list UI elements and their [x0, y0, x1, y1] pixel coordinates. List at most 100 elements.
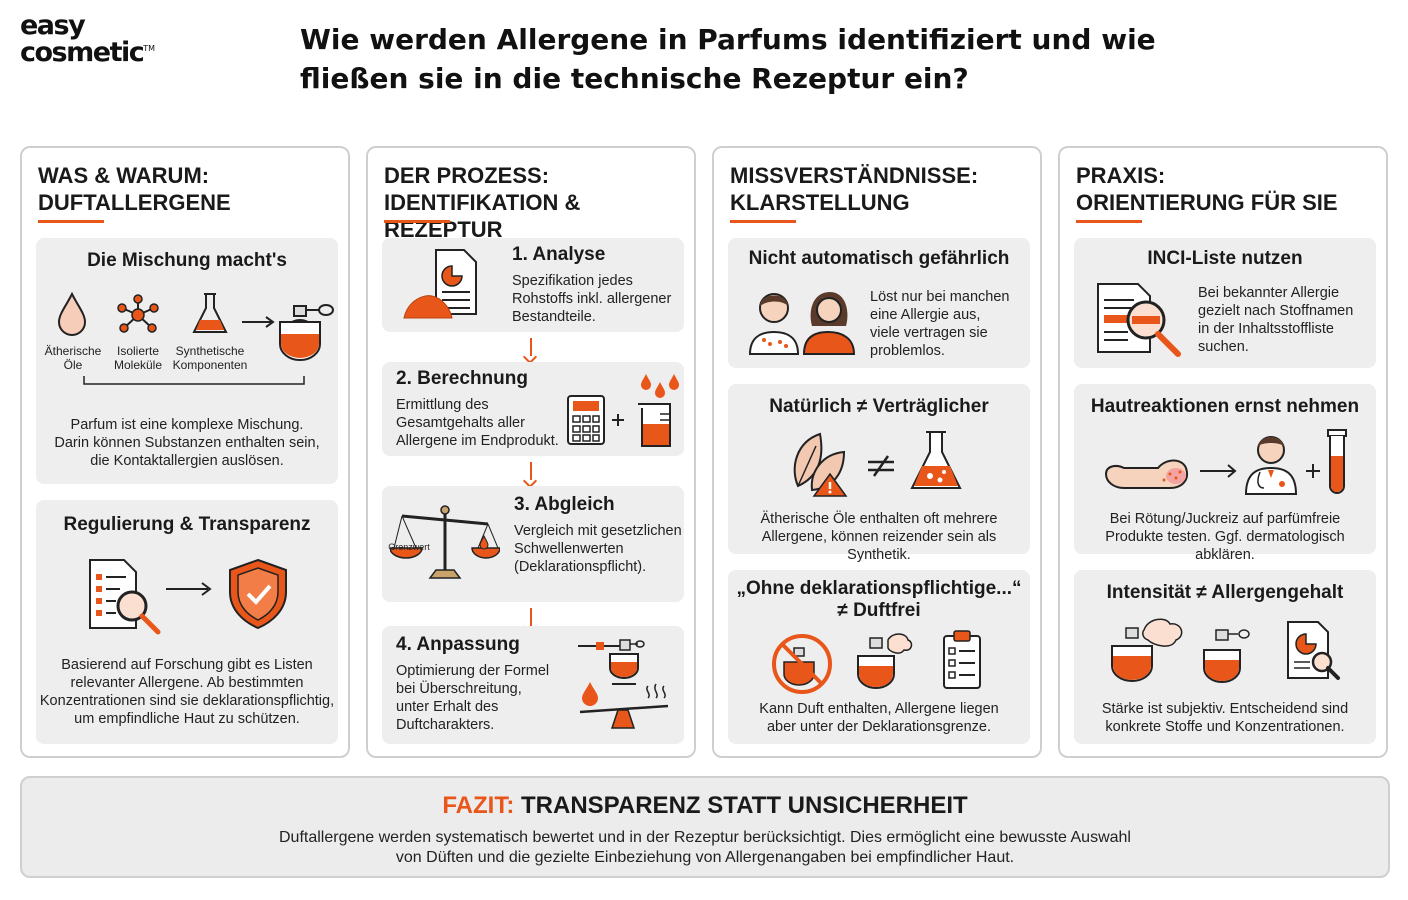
card-text: Kann Duft enthalten, Allergene liegen ab…: [728, 700, 1030, 736]
card-mischung: Die Mischung macht's: [36, 238, 338, 484]
text-line: (Deklarationspflicht).: [514, 559, 647, 575]
text-line: relevanter Allergene. Ab bestimmten: [70, 675, 304, 691]
no-perfume-icon: [772, 634, 832, 694]
step-abgleich: Grenzwert 3. Abgleich Vergleich mit gese…: [382, 486, 684, 602]
step-title: 2. Berechnung: [396, 368, 528, 389]
doctor-icon: [1244, 436, 1298, 495]
heading-line1: DER PROZESS:: [384, 163, 550, 188]
label-line: Synthetische: [175, 344, 245, 358]
label-line: Komponenten: [172, 358, 248, 372]
text-line: Produkte testen. Ggf. dermatologisch abk…: [1105, 529, 1345, 563]
text-line: suchen.: [1198, 339, 1249, 355]
text-line: Spezifikation jedes: [512, 273, 633, 289]
arm-rash-icon: [1104, 459, 1188, 489]
text-line: Vergleich mit gesetzlichen: [514, 523, 682, 539]
column-was-warum: WAS & WARUM: DUFTALLERGENE Die Mischung …: [20, 146, 350, 758]
column-heading: MISSVERSTÄNDNISSE: KLARSTELLUNG: [730, 162, 978, 216]
heading-line1: MISSVERSTÄNDNISSE:: [730, 163, 979, 188]
heading-line2: KLARSTELLUNG: [730, 190, 910, 215]
molecule-icon: [117, 294, 159, 333]
text-line: Ätherische Öle enthalten oft mehrere: [760, 511, 998, 527]
title-line1: Wie werden Allergene in Parfums identifi…: [300, 23, 1156, 56]
text-line: in der Inhaltsstoffliste: [1198, 321, 1334, 337]
text-line: Bei bekannter Allergie: [1198, 285, 1340, 301]
heading-line2: IDENTIFIKATION & REZEPTUR: [384, 190, 581, 242]
column-heading: PRAXIS: ORIENTIERUNG FÜR SIE: [1076, 162, 1338, 216]
text-line: Duftallergene werden systematisch bewert…: [279, 829, 1131, 846]
text-line: Konzentrationen sind sie deklarationspfl…: [39, 693, 335, 709]
step-berechnung: 2. Berechnung Ermittlung des Gesamtgehal…: [382, 362, 684, 456]
shield-check-icon: [229, 558, 287, 630]
step-title: 4. Anpassung: [396, 634, 520, 655]
perfume-scent-icon: [857, 633, 913, 689]
heading-line2: DUFTALLERGENE: [38, 190, 231, 215]
text-line: Parfum ist eine komplexe Mischung.: [70, 417, 304, 433]
bracket: [83, 376, 305, 385]
test-tube-icon: [1327, 429, 1347, 494]
card-inci-liste: INCI-Liste nutzen Bei bekannter Allergie…: [1074, 238, 1376, 368]
card-title: Natürlich ≠ Verträglicher: [769, 396, 989, 417]
card-title: Nicht automatisch gefährlich: [748, 248, 1010, 269]
clipboard-icon: [943, 630, 981, 689]
text-line: viele vertragen sie: [870, 325, 988, 341]
text-line: problemlos.: [870, 343, 945, 359]
column-missverstaendnisse: MISSVERSTÄNDNISSE: KLARSTELLUNG Nicht au…: [712, 146, 1042, 758]
scale-icon: [390, 505, 500, 579]
page-title: Wie werden Allergene in Parfums identifi…: [300, 20, 1200, 98]
text-line: Schwellenwerten: [514, 541, 624, 557]
text-line: Ermittlung des: [396, 397, 489, 413]
column-heading: DER PROZESS: IDENTIFIKATION & REZEPTUR: [384, 162, 694, 243]
logo-line2: cosmeticTM: [20, 37, 155, 66]
fazit-title: FAZIT: TRANSPARENZ STATT UNSICHERHEIT: [22, 792, 1388, 820]
label-aetherische-oele: Ätherische Öle: [40, 344, 106, 372]
heading-underline: [38, 220, 104, 223]
arrow-right-icon: [1200, 464, 1237, 478]
text-line: Optimierung der Formel: [396, 663, 550, 679]
card-intensitaet: Intensität ≠ Allergengehalt Stärke ist s…: [1074, 570, 1376, 744]
text-line: Basierend auf Forschung gibt es Listen: [61, 657, 313, 673]
card-text: Parfum ist eine komplexe Mischung. Darin…: [36, 416, 338, 470]
label-line: Isolierte: [116, 344, 160, 358]
logo: easy cosmeticTM: [20, 12, 155, 66]
text-line: Darin können Substanzen enthalten sein,: [54, 435, 320, 451]
text-line: unter Erhalt des: [396, 699, 499, 715]
text-line: Allergene im Endprodukt.: [396, 433, 559, 449]
step-text: Vergleich mit gesetzlichen Schwellenwert…: [514, 522, 682, 576]
text-line: von Düften und die gezielte Einbeziehung…: [395, 849, 1015, 866]
card-text: Bei bekannter Allergie gezielt nach Stof…: [1198, 284, 1353, 356]
card-natuerlich: Natürlich ≠ Verträglicher Ätherische Öle…: [728, 384, 1030, 563]
label-synthetische-komponenten: Synthetische Komponenten: [170, 344, 250, 372]
fazit-text: Duftallergene werden systematisch bewert…: [22, 828, 1388, 868]
card-text: Bei Rötung/Juckreiz auf parfümfreie Prod…: [1074, 510, 1376, 564]
text-line: Kann Duft enthalten, Allergene liegen: [759, 701, 999, 717]
heading-line1: PRAXIS:: [1076, 163, 1166, 188]
analysis-document-icon: [403, 249, 477, 319]
document-magnifier-icon: [89, 559, 161, 635]
card-title: Hautreaktionen ernst nehmen: [1090, 396, 1360, 417]
text-line: Löst nur bei manchen: [870, 289, 1010, 305]
text-line: Bestandteile.: [512, 309, 596, 325]
card-regulierung: Regulierung & Transparenz Basierend auf …: [36, 500, 338, 744]
card-title: INCI-Liste nutzen: [1147, 248, 1303, 269]
arrow-down-icon: [530, 608, 532, 626]
text-line: Gesamtgehalts aller: [396, 415, 525, 431]
people-icon: [748, 292, 856, 355]
fazit-label: FAZIT:: [442, 792, 515, 819]
heading-underline: [384, 220, 450, 223]
label-line: Ätherische: [44, 344, 102, 358]
arrow-right-icon: [242, 316, 275, 328]
card-text: Stärke ist subjektiv. Entscheidend sind …: [1074, 700, 1376, 736]
step-title: 3. Abgleich: [514, 494, 615, 515]
text-line: Duftcharakters.: [396, 717, 495, 733]
text-line: um empfindliche Haut zu schützen.: [74, 711, 300, 727]
text-line: gezielt nach Stoffnamen: [1198, 303, 1354, 319]
label-isolierte-molekuele: Isolierte Moleküle: [108, 344, 168, 372]
step-text: Optimierung der Formel bei Überschreitun…: [396, 662, 549, 734]
text-line: Rohstoffs inkl. allergener: [512, 291, 672, 307]
grenzwert-label: Grenzwert: [388, 542, 430, 552]
step-analyse: 1. Analyse Spezifikation jedes Rohstoffs…: [382, 238, 684, 332]
light-perfume-icon: [1203, 629, 1250, 683]
step-title: 1. Analyse: [512, 244, 606, 265]
lab-flask-icon: [910, 431, 962, 489]
card-nicht-gefaehrlich: Nicht automatisch gefährlich Löst nur be…: [728, 238, 1030, 368]
